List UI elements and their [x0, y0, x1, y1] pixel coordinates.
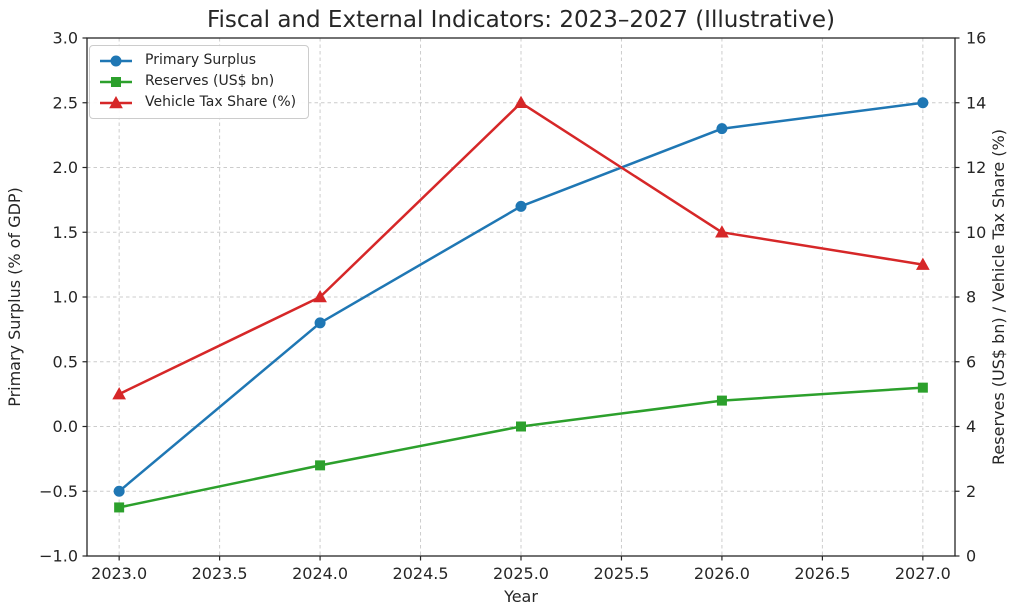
x-tick-label: 2024.0 [292, 564, 348, 583]
y-left-tick-label: 1.0 [53, 288, 78, 307]
x-tick-label: 2026.0 [694, 564, 750, 583]
tick-layer: 2023.0 2023.5 2024.0 2024.5 2025.0 2025.5 2026… [39, 29, 986, 583]
y-left-tick-label: 0.5 [53, 352, 78, 371]
y-right-tick-label: 10 [966, 223, 986, 242]
x-tick-label: 2023.5 [192, 564, 248, 583]
marker-vehicle-tax-share [112, 387, 126, 400]
x-tick-label: 2023.0 [91, 564, 147, 583]
legend-label: Reserves (US$ bn) [145, 73, 275, 89]
marker-reserves-us-bn [917, 382, 928, 393]
y-right-tick-label: 14 [966, 93, 986, 112]
chart-title: Fiscal and External Indicators: 2023–202… [207, 7, 835, 33]
y-right-tick-label: 8 [966, 288, 976, 307]
y-right-tick-label: 16 [966, 29, 986, 48]
square-swatch-icon [100, 76, 132, 87]
legend-item-primary-surplus: Primary Surplus [99, 52, 296, 69]
legend: Primary Surplus Reserves (US$ bn) Vehicle … [89, 45, 310, 119]
legend-marker-vehicle-tax-share [109, 95, 123, 108]
y-left-tick-label: 1.5 [53, 223, 78, 242]
y-left-tick-label: 0.0 [53, 417, 78, 436]
x-axis-label: Year [503, 587, 538, 606]
circle-swatch-icon [100, 55, 132, 66]
y-right-tick-label: 6 [966, 352, 976, 371]
legend-item-reserves-us-bn: Reserves (US$ bn) [99, 73, 296, 90]
y-left-axis-label: Primary Surplus (% of GDP) [5, 187, 24, 407]
series-layer [112, 95, 930, 513]
marker-primary-surplus [515, 200, 527, 212]
y-right-tick-label: 0 [966, 547, 976, 566]
legend-item-vehicle-tax-share: Vehicle Tax Share (%) [99, 94, 296, 111]
x-tick-label: 2024.5 [393, 564, 449, 583]
x-tick-label: 2025.5 [593, 564, 649, 583]
y-left-tick-label: −0.5 [39, 482, 78, 501]
y-left-tick-label: −1.0 [39, 547, 78, 566]
y-right-tick-label: 4 [966, 417, 976, 436]
y-right-tick-label: 12 [966, 158, 986, 177]
x-tick-label: 2026.5 [794, 564, 850, 583]
y-left-tick-label: 2.0 [53, 158, 78, 177]
y-left-tick-label: 2.5 [53, 93, 78, 112]
marker-reserves-us-bn [516, 421, 526, 432]
y-left-tick-label: 3.0 [53, 29, 78, 48]
marker-vehicle-tax-share [313, 289, 327, 303]
marker-reserves-us-bn [315, 460, 326, 471]
x-tick-label: 2027.0 [895, 564, 951, 583]
y-right-tick-label: 2 [966, 482, 976, 501]
x-tick-label: 2025.0 [493, 564, 549, 583]
marker-vehicle-tax-share [715, 225, 729, 238]
marker-vehicle-tax-share [514, 95, 528, 109]
marker-reserves-us-bn [716, 395, 727, 406]
marker-reserves-us-bn [114, 502, 125, 513]
marker-primary-surplus [716, 123, 728, 135]
y-right-axis-label: Reserves (US$ bn) / Vehicle Tax Share (%… [989, 129, 1008, 465]
triangle-swatch-icon [100, 95, 132, 108]
marker-vehicle-tax-share [916, 257, 930, 270]
legend-marker-reserves-us-bn [111, 76, 121, 87]
legend-marker-primary-surplus [110, 55, 122, 66]
legend-label: Vehicle Tax Share (%) [145, 94, 297, 110]
marker-primary-surplus [917, 97, 929, 109]
legend-label: Primary Surplus [145, 52, 257, 68]
marker-primary-surplus [314, 317, 326, 329]
marker-primary-surplus [113, 485, 125, 497]
